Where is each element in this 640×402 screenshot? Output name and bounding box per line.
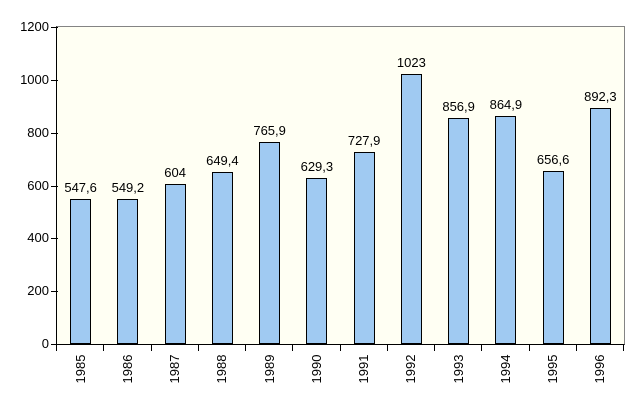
- y-axis-tick: [51, 79, 58, 81]
- x-axis-tick: [150, 345, 152, 351]
- y-axis-tick: [51, 344, 58, 345]
- bar-1994: [495, 116, 517, 344]
- x-axis-label-1995: 1995: [545, 354, 561, 384]
- bar-1990: [306, 178, 328, 344]
- x-axis-label-1986: 1986: [119, 354, 135, 384]
- y-axis-label-800: 800: [27, 124, 49, 140]
- y-axis-tick: [51, 185, 58, 187]
- bar-1989: [259, 142, 281, 344]
- bar-value-label-1996: 892,3: [584, 89, 617, 105]
- x-axis-tick: [386, 345, 388, 351]
- bar-1992: [400, 74, 422, 344]
- x-axis-tick: [339, 345, 341, 351]
- x-axis-tick: [528, 345, 530, 351]
- bar-1987: [164, 184, 186, 344]
- x-axis-tick: [575, 345, 577, 351]
- bar-value-label-1995: 656,6: [536, 151, 570, 167]
- bar-value-label-1994: 864,9: [489, 96, 523, 112]
- y-axis-label-1200: 1200: [20, 19, 49, 34]
- bar-value-label-1991: 727,9: [347, 132, 381, 148]
- y-axis-tick: [51, 291, 58, 293]
- x-axis-label-1996: 1996: [592, 354, 608, 384]
- x-axis-tick: [292, 345, 294, 351]
- bar-value-label-1992: 1023: [396, 54, 426, 70]
- x-axis-tick: [481, 345, 483, 351]
- bar-value-label-1989: 765,9: [253, 122, 286, 138]
- x-axis-label-1988: 1988: [214, 354, 230, 384]
- x-axis-label-1993: 1993: [450, 354, 466, 384]
- bar-1986: [117, 199, 139, 344]
- bar-1996: [589, 108, 611, 344]
- bar-1991: [353, 152, 375, 344]
- bar-value-label-1987: 604: [164, 165, 186, 181]
- bar-1985: [70, 199, 92, 344]
- x-axis-tick: [623, 345, 624, 351]
- bar-value-label-1986: 549,2: [111, 179, 145, 195]
- y-axis-tick: [51, 238, 58, 240]
- y-axis-tick: [51, 132, 58, 134]
- x-axis-label-1994: 1994: [497, 354, 513, 384]
- x-axis-tick: [245, 345, 246, 351]
- x-axis-tick: [434, 345, 435, 351]
- bar-value-label-1990: 629,3: [300, 158, 334, 174]
- y-axis-label-0: 0: [41, 336, 49, 351]
- bar-value-label-1985: 547,6: [64, 180, 97, 196]
- x-axis-tick: [103, 345, 105, 351]
- bar-value-label-1988: 649,4: [206, 153, 239, 169]
- x-axis-label-1992: 1992: [403, 354, 419, 384]
- y-axis-label-600: 600: [27, 177, 49, 193]
- bars-layer: [57, 27, 624, 344]
- plot-area: [56, 26, 625, 345]
- bar-1993: [448, 118, 470, 344]
- bar-value-label-1993: 856,9: [442, 98, 475, 114]
- x-axis-tick: [197, 345, 199, 351]
- bar-1988: [211, 172, 233, 344]
- y-axis-label-1000: 1000: [20, 71, 49, 87]
- x-axis-label-1989: 1989: [261, 354, 277, 384]
- x-axis-label-1985: 1985: [72, 354, 88, 384]
- x-axis-label-1991: 1991: [356, 354, 372, 384]
- bar-1995: [542, 171, 564, 344]
- y-axis-label-200: 200: [27, 283, 49, 299]
- x-axis-tick: [56, 345, 57, 351]
- x-axis-label-1987: 1987: [167, 354, 183, 384]
- x-axis-label-1990: 1990: [308, 354, 324, 384]
- y-axis-tick: [51, 27, 58, 28]
- y-axis-label-400: 400: [27, 230, 49, 246]
